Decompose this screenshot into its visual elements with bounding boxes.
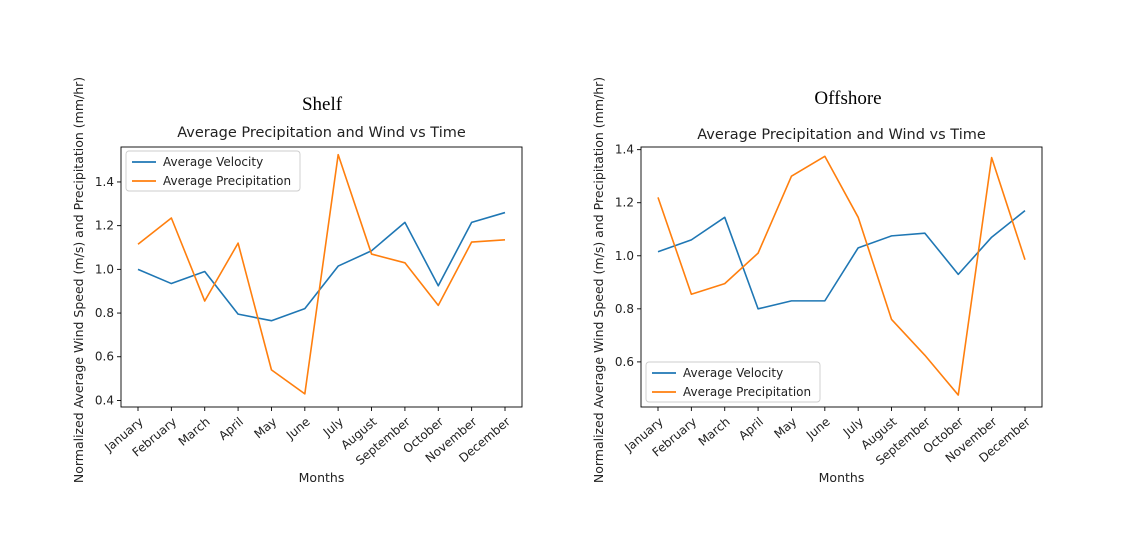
y-tick-label: 0.4 [95, 393, 114, 407]
legend: Average Velocity Average Precipitation [125, 150, 301, 192]
y-tick-label: 0.6 [95, 350, 114, 364]
series-line-average-velocity [137, 211, 506, 322]
y-tick-label: 0.8 [615, 302, 634, 316]
y-tick-label: 0.8 [95, 306, 114, 320]
chart-title: Average Precipitation and Wind vs Time [177, 125, 466, 141]
legend-box [125, 150, 301, 192]
legend: Average Velocity Average Precipitation [645, 361, 821, 403]
y-tick-label: 1.0 [615, 249, 634, 263]
legend-box [645, 361, 821, 403]
series-line-average-precipitation [657, 155, 1026, 396]
y-tick-label: 1.4 [95, 175, 114, 189]
x-axis-label: Months [299, 470, 345, 485]
series-line-average-precipitation [137, 153, 506, 395]
y-tick-label: 1.4 [615, 143, 634, 157]
y-tick-label: 1.2 [95, 219, 114, 233]
chart-title: Average Precipitation and Wind vs Time [697, 127, 986, 143]
y-tick-label: 1.0 [95, 262, 114, 276]
x-axis-label: Months [819, 470, 865, 485]
y-tick-label: 1.2 [615, 196, 634, 210]
panel-title-shelf: Shelf [302, 94, 343, 115]
y-axis-label: Normalized Average Wind Speed (m/s) and … [591, 77, 606, 483]
plot-frame [640, 146, 1043, 408]
panel-title-offshore: Offshore [814, 88, 881, 109]
series-line-average-velocity [657, 210, 1026, 310]
legend-label: Average Velocity [683, 366, 783, 380]
legend-label: Average Precipitation [163, 174, 291, 188]
y-axis-label: Normalized Average Wind Speed (m/s) and … [71, 77, 86, 483]
plot-frame [120, 146, 523, 408]
legend-label: Average Velocity [163, 155, 263, 169]
y-tick-label: 0.6 [615, 355, 634, 369]
legend-label: Average Precipitation [683, 385, 811, 399]
